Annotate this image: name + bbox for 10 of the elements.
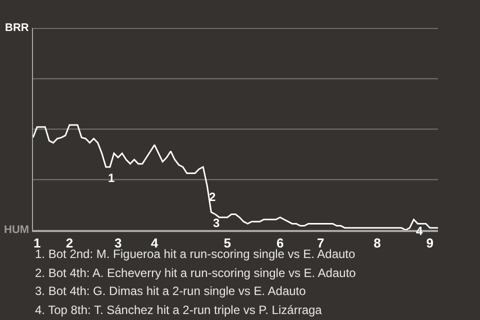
annotation: 1: [108, 171, 115, 185]
annotation: 2: [209, 190, 216, 204]
text: 2. Bot 4th: A. Echeverry hit a run-scoring single vs E. Adauto: [35, 266, 356, 280]
text: 3. Bot 4th: G. Dimas hit a 2-run single vs E. Adauto: [35, 284, 306, 298]
annotation: 3: [213, 216, 220, 230]
x-tick-label: 9: [426, 235, 434, 250]
x-tick-label: 8: [374, 235, 381, 250]
text: HUM: [4, 224, 30, 236]
text: BRR: [5, 22, 29, 34]
text: 4. Top 8th: T. Sánchez hit a 2-run triple vs P. Lizárraga: [35, 303, 322, 317]
